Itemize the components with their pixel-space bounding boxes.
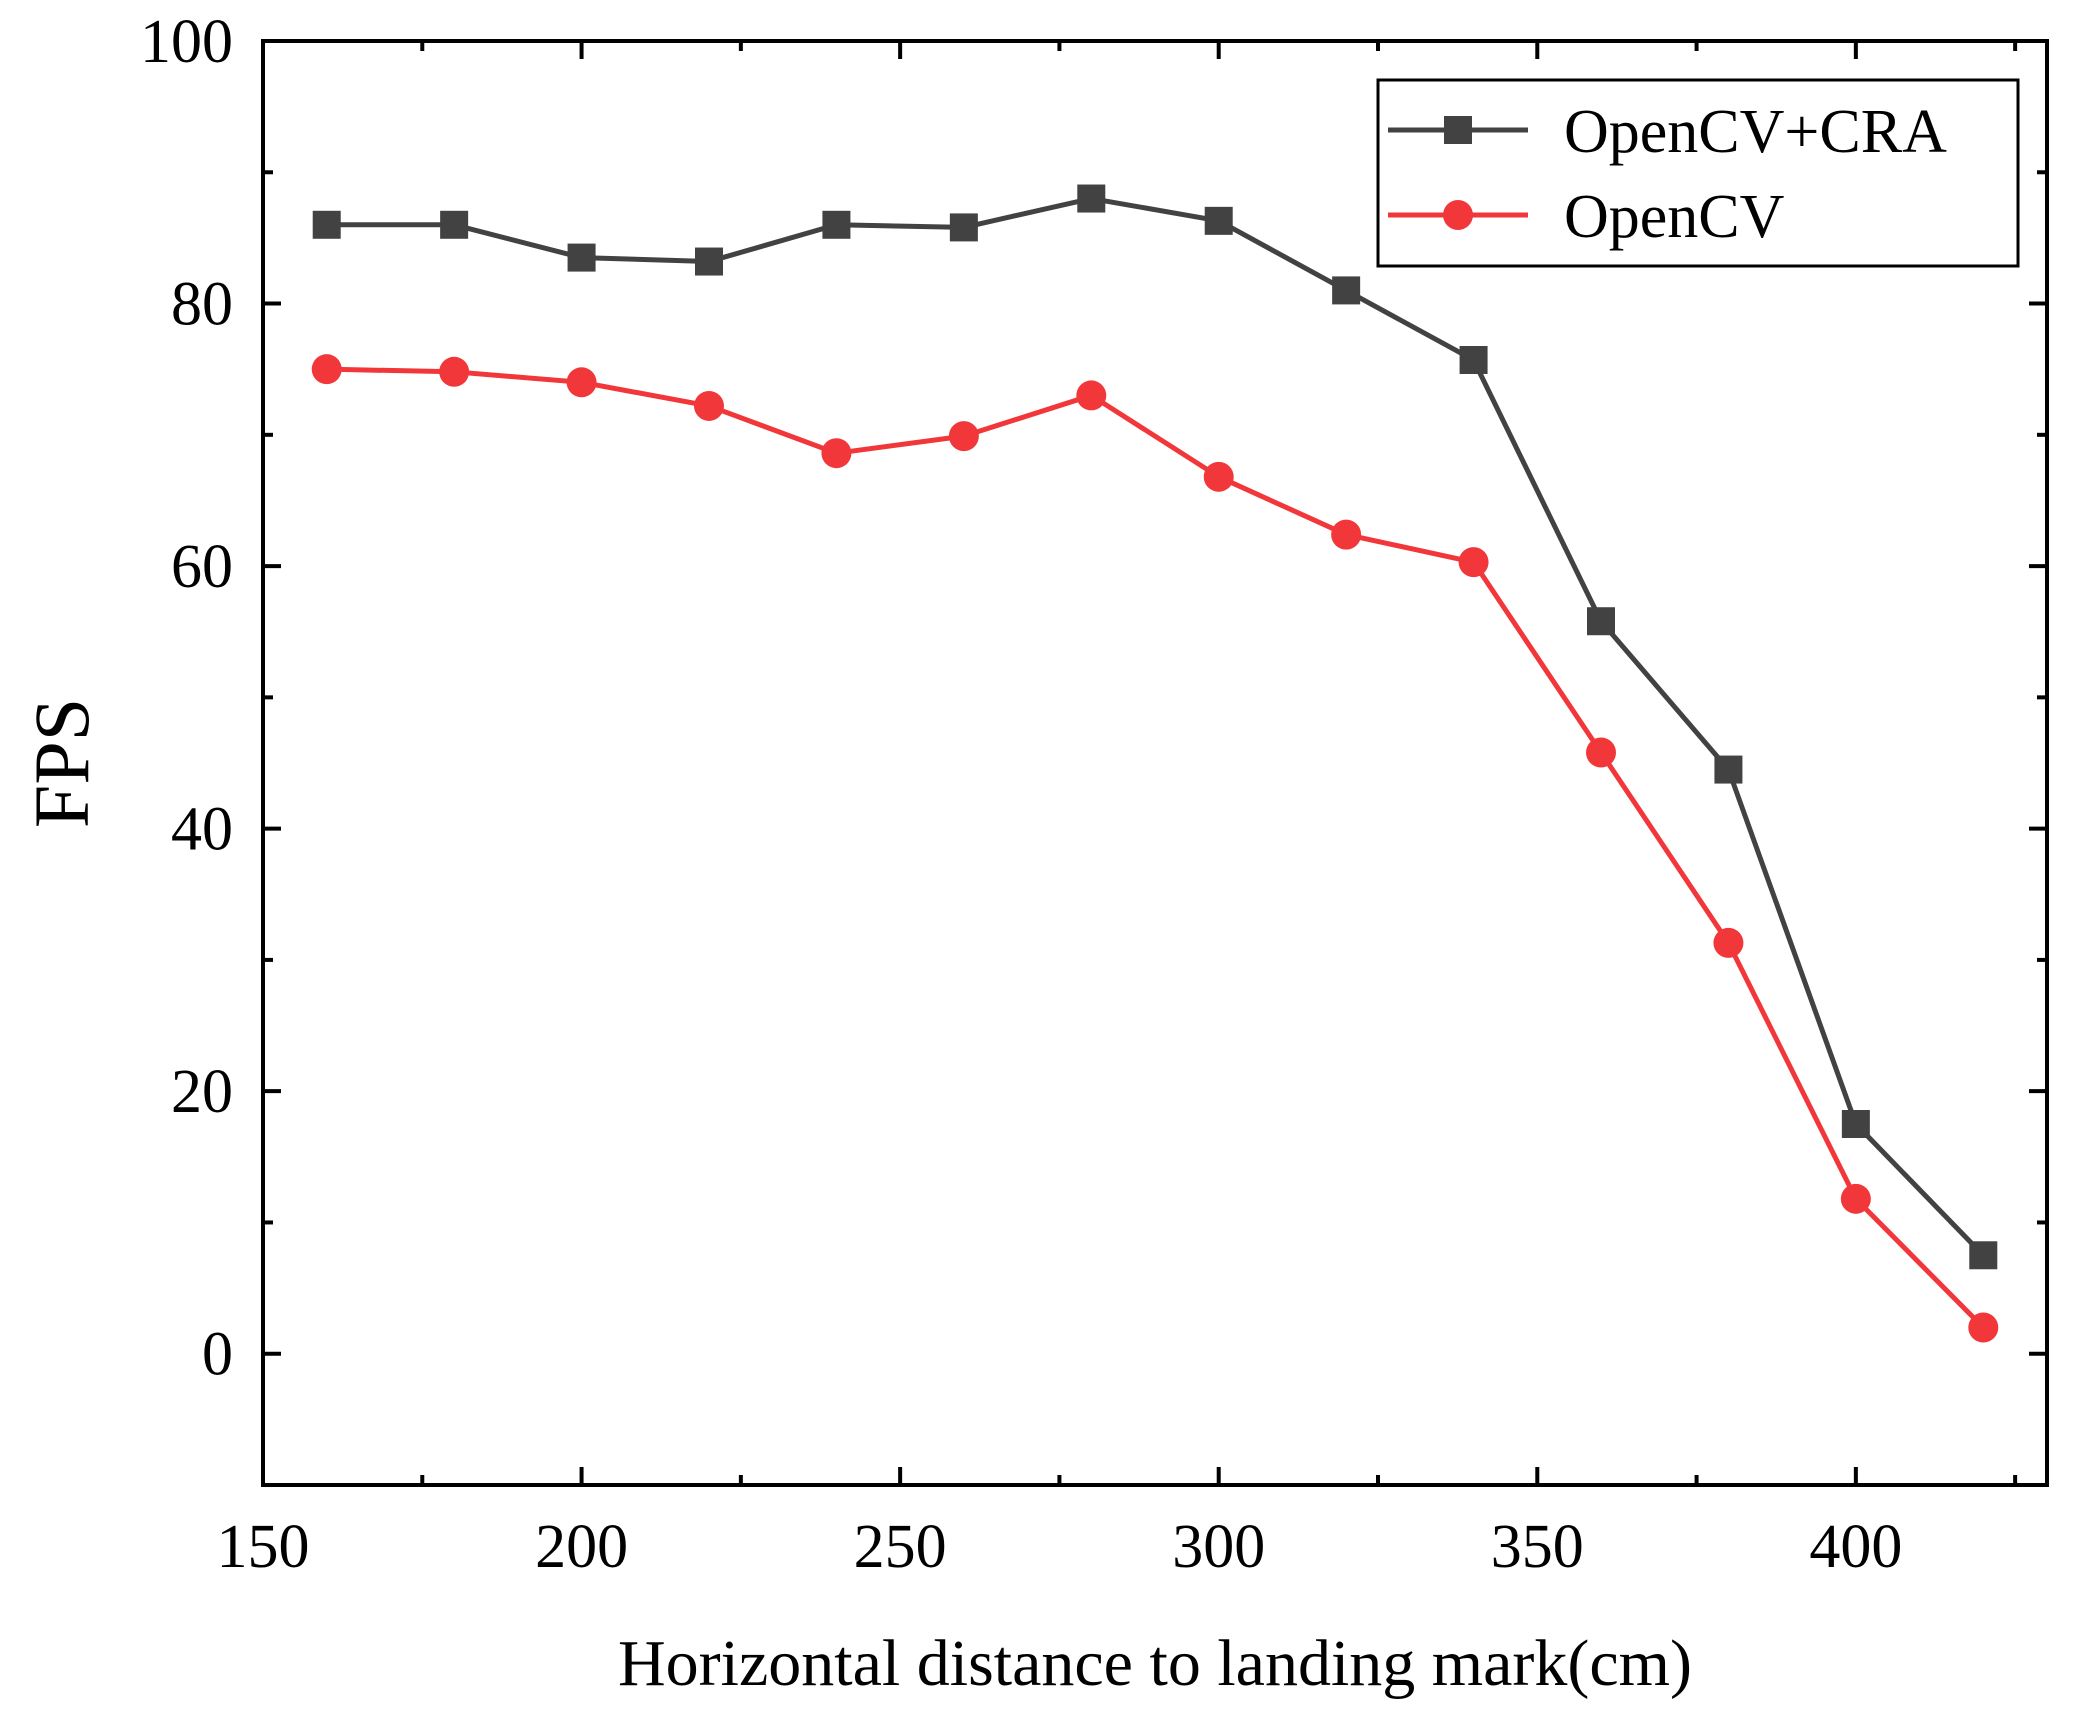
x-tick-label: 200 bbox=[535, 1513, 628, 1581]
plot-frame bbox=[261, 39, 2049, 1487]
data-point-opencv bbox=[566, 367, 597, 398]
data-point-opencv bbox=[1840, 1183, 1871, 1214]
x-tick-label: 400 bbox=[1809, 1513, 1902, 1581]
data-point-opencv-cra bbox=[1332, 276, 1361, 305]
legend-marker-opencv-cra bbox=[1444, 116, 1472, 144]
data-point-opencv bbox=[821, 438, 852, 469]
x-tick-label: 350 bbox=[1491, 1513, 1584, 1581]
y-tick-label: 100 bbox=[140, 8, 233, 76]
data-point-opencv bbox=[439, 356, 470, 387]
y-tick-label: 80 bbox=[171, 271, 233, 339]
x-tick-label: 250 bbox=[854, 1513, 947, 1581]
y-tick-label: 20 bbox=[171, 1058, 233, 1126]
legend-marker-opencv bbox=[1443, 200, 1473, 230]
data-point-opencv-cra bbox=[695, 247, 723, 276]
data-point-opencv-cra bbox=[1587, 607, 1615, 636]
data-point-opencv bbox=[1458, 547, 1489, 578]
data-point-opencv bbox=[1586, 737, 1616, 768]
series-line-opencv-cra bbox=[326, 196, 1986, 1258]
x-axis-title: Horizontal distance to landing mark(cm) bbox=[618, 1627, 1692, 1700]
data-point-opencv bbox=[1076, 380, 1107, 411]
y-tick-label: 0 bbox=[202, 1321, 233, 1389]
legend-label-opencv: OpenCV bbox=[1564, 183, 1785, 251]
data-point-opencv-cra bbox=[1969, 1241, 1998, 1270]
data-point-opencv-cra bbox=[1204, 206, 1233, 235]
series-line-opencv bbox=[326, 366, 1986, 1330]
data-point-opencv bbox=[694, 390, 724, 421]
data-point-opencv bbox=[311, 354, 342, 385]
data-point-opencv bbox=[1968, 1312, 1999, 1343]
tick-labels: 150 200 250 300 350 400 0 20 40 60 80 100 bbox=[140, 8, 1902, 1581]
data-point-opencv-cra bbox=[1714, 755, 1743, 784]
data-point-opencv-cra bbox=[1459, 345, 1488, 374]
x-tick-label: 300 bbox=[1172, 1513, 1265, 1581]
data-point-opencv-cra bbox=[1077, 184, 1106, 213]
legend: OpenCV+CRA OpenCV bbox=[1376, 78, 2020, 268]
legend-box bbox=[1376, 78, 2020, 268]
data-point-opencv-cra bbox=[440, 210, 469, 239]
y-axis-title: FPS bbox=[18, 698, 105, 828]
data-point-opencv-cra bbox=[567, 243, 596, 272]
data-point-opencv bbox=[1331, 519, 1362, 550]
series-opencv-cra bbox=[312, 184, 1998, 1270]
legend-label-opencv-cra: OpenCV+CRA bbox=[1564, 98, 1947, 166]
data-point-opencv-cra bbox=[822, 210, 851, 239]
data-point-opencv bbox=[1713, 927, 1744, 958]
series-opencv bbox=[311, 354, 1999, 1343]
data-point-opencv-cra bbox=[949, 213, 978, 242]
data-point-opencv-cra bbox=[312, 210, 341, 239]
axes-layer bbox=[261, 39, 2047, 1485]
series-layer bbox=[311, 184, 1999, 1343]
data-point-opencv-cra bbox=[1841, 1110, 1870, 1138]
y-tick-label: 40 bbox=[171, 796, 233, 864]
x-tick-label: 150 bbox=[217, 1513, 310, 1581]
data-point-opencv bbox=[1203, 461, 1234, 492]
data-point-opencv bbox=[948, 421, 979, 452]
y-tick-label: 60 bbox=[171, 533, 233, 601]
